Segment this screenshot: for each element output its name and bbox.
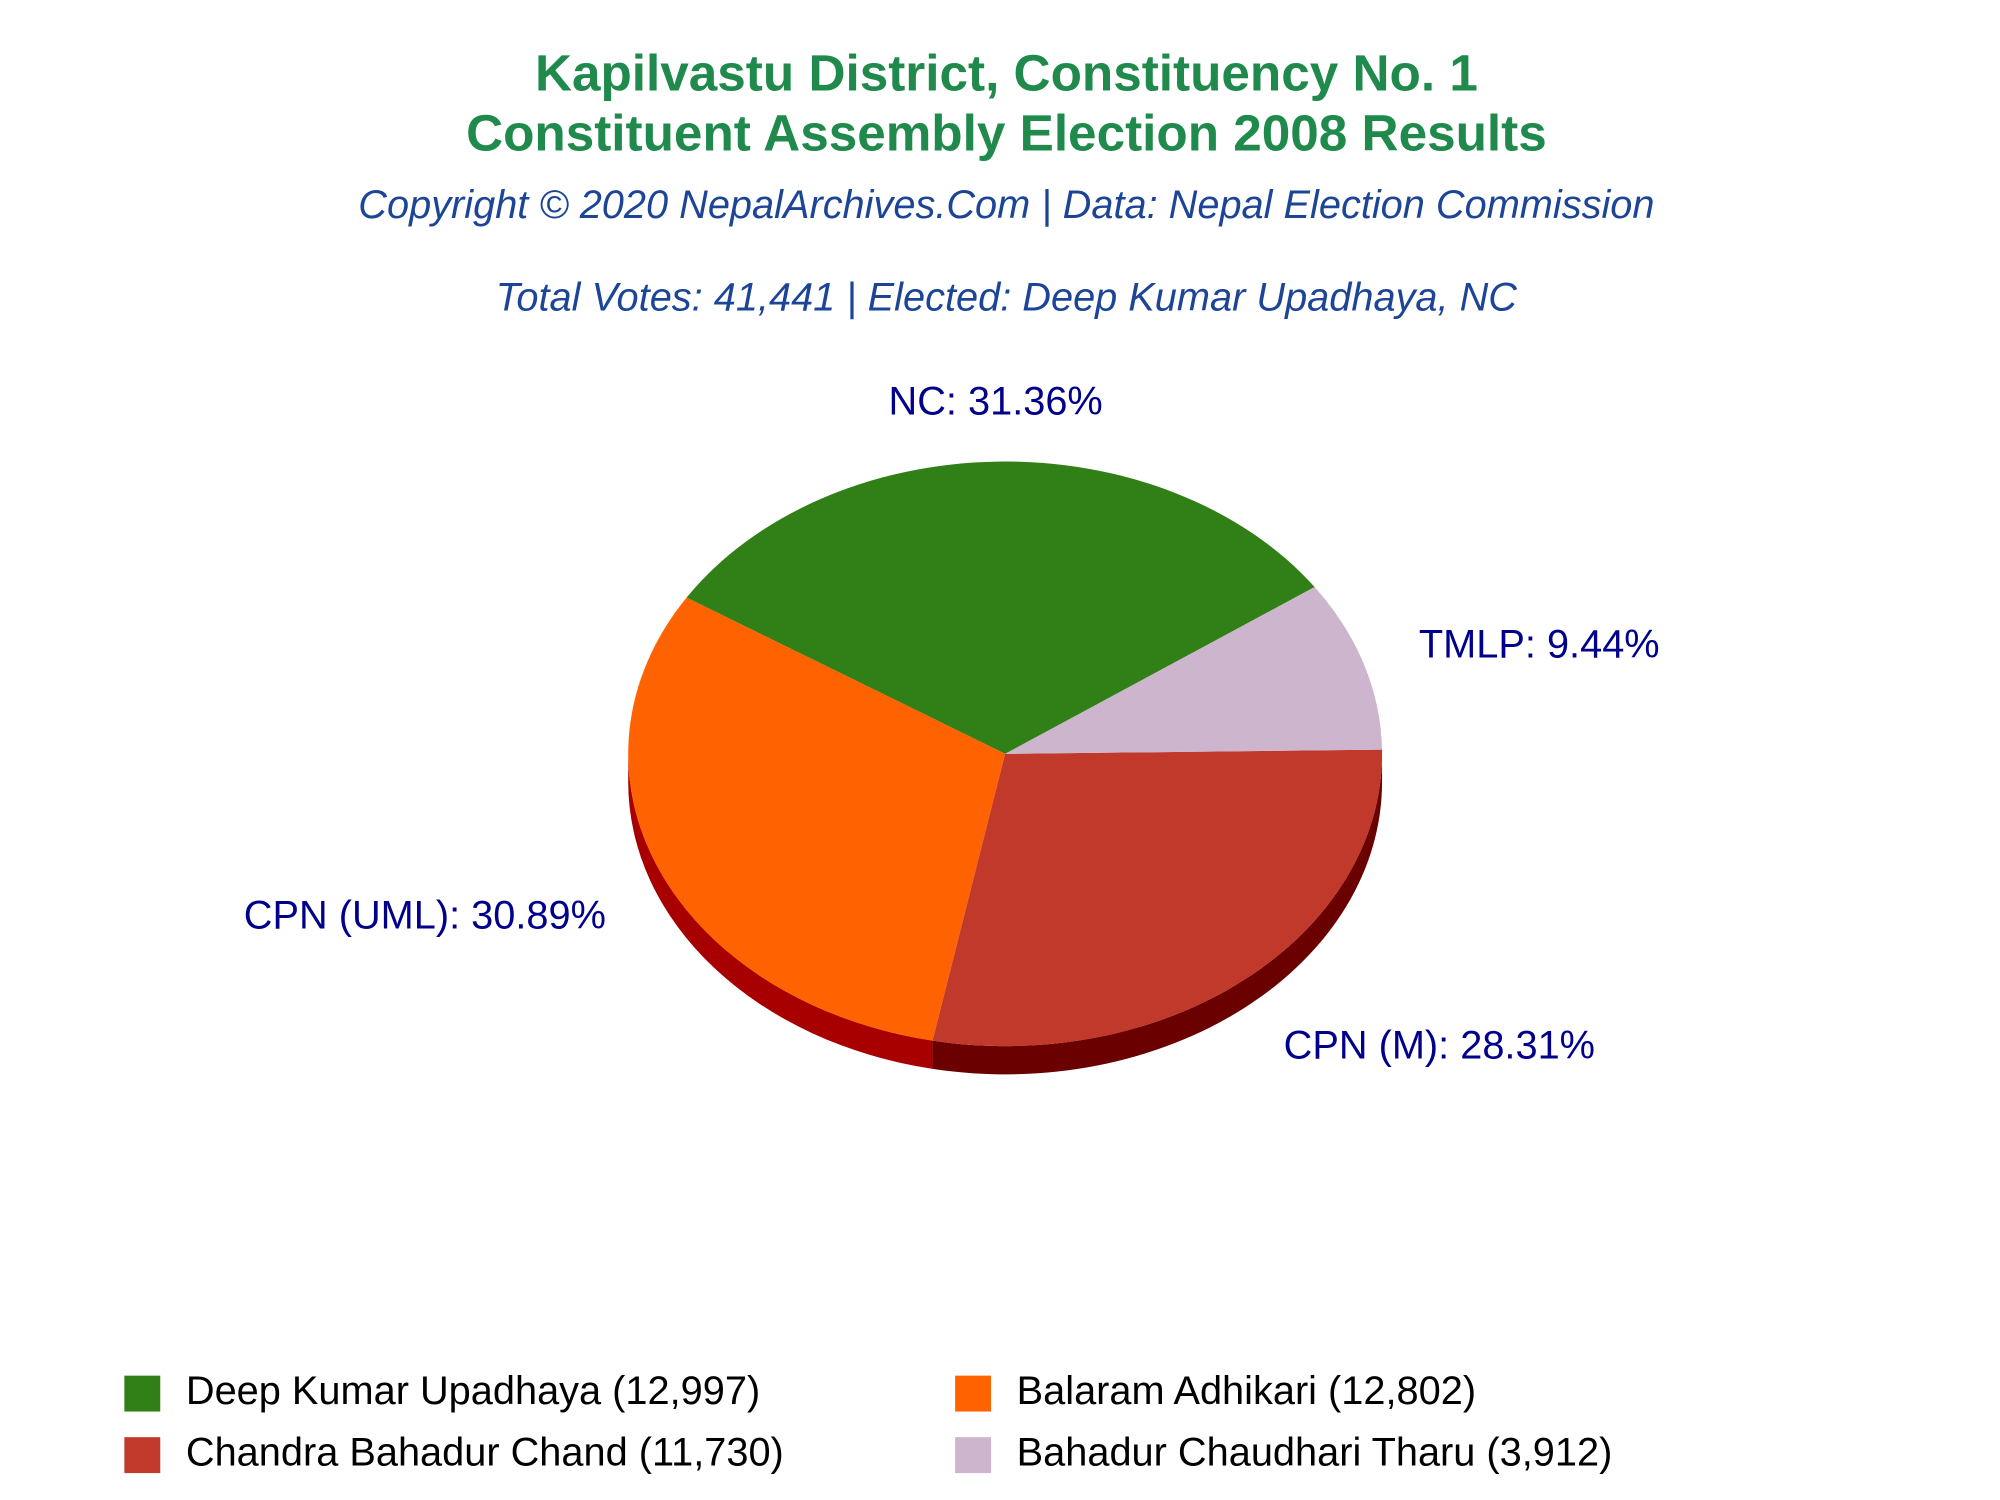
- legend-swatch: [124, 1437, 161, 1474]
- legend-swatch: [955, 1375, 992, 1412]
- chart-subtitle: Copyright © 2020 NepalArchives.Com | Dat…: [358, 183, 1654, 227]
- slice: [932, 749, 1383, 1047]
- data-label: CPN (M): 28.31%: [1284, 1024, 1595, 1068]
- chart-title: Constituent Assembly Election 2008 Resul…: [466, 105, 1547, 162]
- chart-subtitle: Total Votes: 41,441 | Elected: Deep Kuma…: [496, 276, 1518, 320]
- legend-label: Deep Kumar Upadhaya (12,997): [186, 1369, 760, 1413]
- legend-label: Balaram Adhikari (12,802): [1017, 1369, 1476, 1413]
- data-label: NC: 31.36%: [889, 379, 1103, 423]
- data-label: CPN (UML): 30.89%: [244, 893, 606, 937]
- legend-label: Chandra Bahadur Chand (11,730): [186, 1431, 784, 1475]
- slice-side: [628, 753, 933, 1069]
- legend-label: Bahadur Chaudhari Tharu (3,912): [1017, 1431, 1613, 1475]
- data-label: TMLP: 9.44%: [1419, 622, 1660, 666]
- slice: [686, 461, 1315, 754]
- legend-swatch: [955, 1437, 992, 1474]
- chart-title: Kapilvastu District, Constituency No. 1: [535, 44, 1478, 101]
- slice: [1005, 587, 1383, 754]
- legend-swatch: [124, 1375, 161, 1412]
- slice: [628, 597, 1006, 1041]
